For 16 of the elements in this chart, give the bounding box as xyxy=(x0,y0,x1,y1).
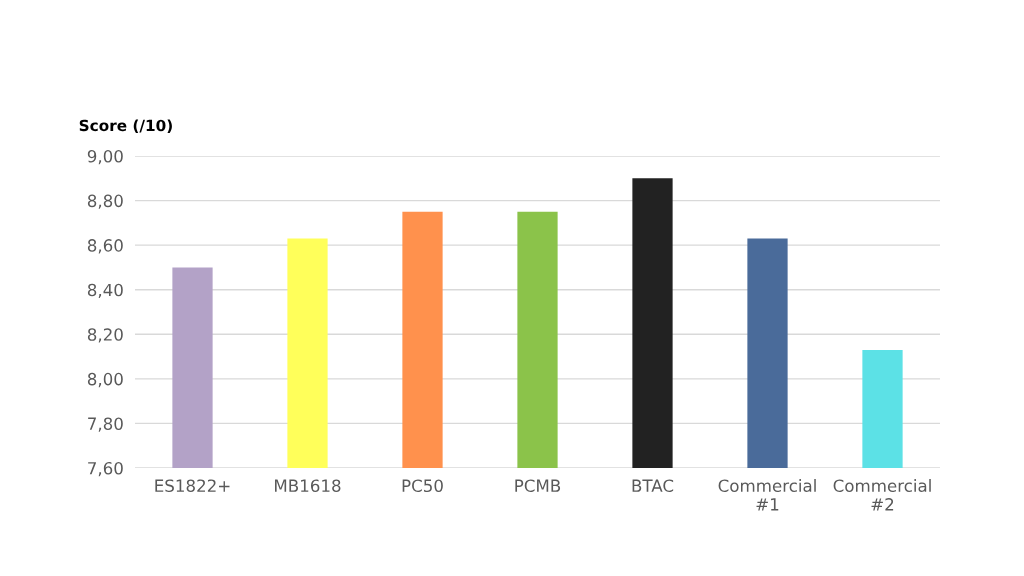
y-tick-label: 8,00 xyxy=(87,372,123,388)
x-tick-label: Commercial #1 xyxy=(718,479,816,511)
x-tick-label: BTAC xyxy=(632,479,674,493)
x-tick-label: ES1822+ xyxy=(155,479,230,493)
x-tick-label: PC50 xyxy=(402,479,443,493)
y-tick-label: 8,20 xyxy=(87,328,123,343)
x-tick-label: PCMB xyxy=(515,479,561,493)
y-tick-label: 8,60 xyxy=(87,239,123,254)
y-tick-label: 7,60 xyxy=(88,461,123,477)
y-tick-label: 7,80 xyxy=(88,417,123,432)
y-tick-label: 8,40 xyxy=(87,283,123,298)
y-tick-label: 8,80 xyxy=(87,194,123,209)
x-tick-label: Commercial #2 xyxy=(833,479,931,511)
y-axis-title: Score (/10) xyxy=(79,119,172,133)
y-tick-label: 9,00 xyxy=(87,149,123,165)
x-tick-label: MB1618 xyxy=(275,479,341,493)
